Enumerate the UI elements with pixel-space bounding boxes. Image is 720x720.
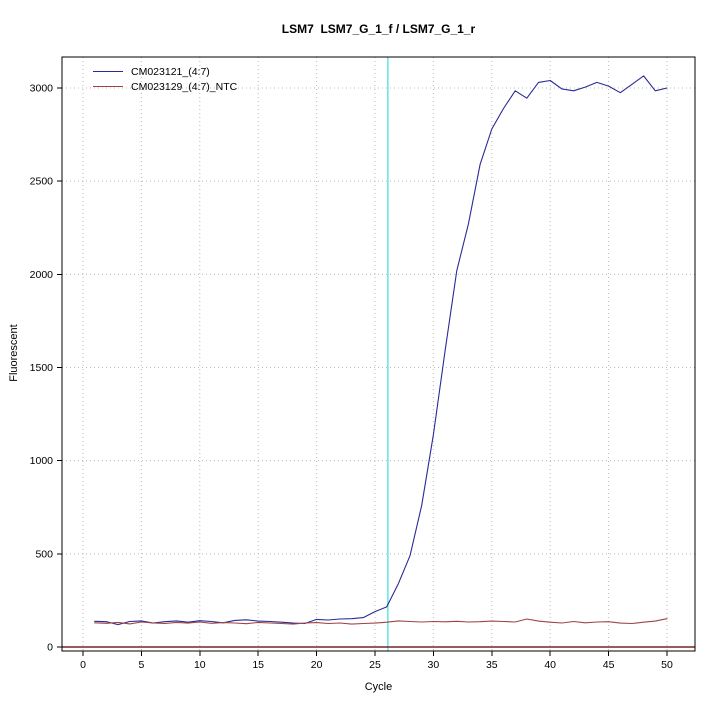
x-tick-label: 25 — [369, 659, 381, 671]
x-tick-label: 35 — [486, 659, 498, 671]
x-tick-label: 5 — [138, 659, 144, 671]
x-axis-label: Cycle — [364, 681, 393, 693]
x-tick-label: 20 — [311, 659, 323, 671]
y-tick-label: 0 — [47, 642, 53, 654]
x-tick-label: 10 — [194, 659, 206, 671]
x-tick-label: 15 — [252, 659, 264, 671]
legend: CM023121_(4:7) CM023129_(4:7)_NTC — [93, 64, 237, 94]
x-tick-label: 50 — [661, 659, 673, 671]
legend-swatch-line — [93, 71, 123, 72]
series-line — [94, 75, 668, 626]
legend-item: CM023129_(4:7)_NTC — [93, 79, 237, 94]
y-tick-label: 500 — [35, 548, 53, 560]
x-tick-label: 30 — [428, 659, 440, 671]
legend-item-label: CM023129_(4:7)_NTC — [131, 80, 238, 93]
y-tick-label: 2000 — [30, 269, 54, 281]
legend-swatch-line — [93, 86, 123, 87]
plot-box — [61, 56, 696, 652]
legend-item-label: CM023121_(4:7) — [131, 65, 210, 78]
y-tick-label: 3000 — [30, 83, 54, 95]
x-tick-label: 0 — [80, 659, 86, 671]
y-tick-label: 1500 — [30, 362, 54, 374]
series-line — [94, 618, 668, 625]
x-tick-label: 45 — [603, 659, 615, 671]
x-tick-label: 40 — [544, 659, 556, 671]
legend-item: CM023121_(4:7) — [93, 64, 237, 79]
y-axis-label: Fluorescent — [8, 324, 20, 382]
y-tick-label: 1000 — [30, 455, 54, 467]
y-tick-label: 2500 — [30, 176, 54, 188]
chart-title: LSM7 LSM7_G_1_f / LSM7_G_1_r — [281, 22, 476, 36]
